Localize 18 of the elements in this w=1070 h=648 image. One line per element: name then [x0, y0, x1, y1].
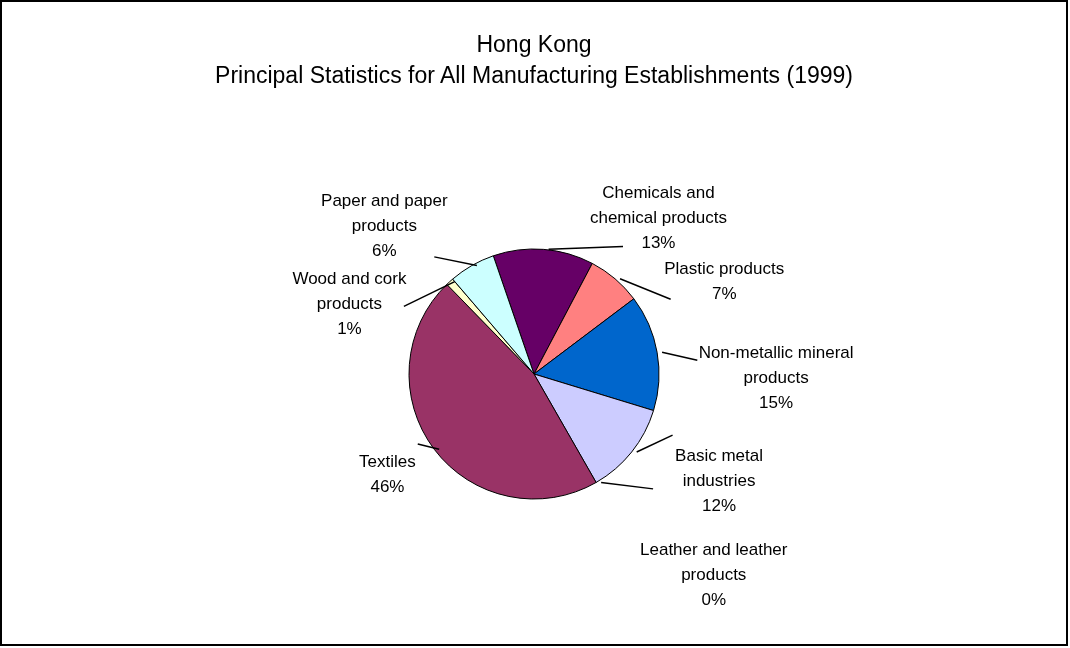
data-label: 12% — [702, 496, 737, 516]
slice-label: Chemicals and chemical products — [589, 182, 727, 227]
data-label: 1% — [337, 319, 362, 339]
data-label: 6% — [372, 241, 397, 261]
data-label: 46% — [370, 476, 405, 496]
slice-label: Wood and cork products — [292, 269, 407, 314]
text: 0% — [701, 589, 727, 609]
slice-label: Basic metal industries — [675, 446, 763, 491]
data-label: 15% — [759, 393, 794, 413]
slice-label: Non-metallic mineral products — [698, 343, 854, 388]
slice-label: Paper and paper products — [321, 191, 449, 236]
chart-subtitle: Principal Statistics for All Manufacturing Establishments (1999) — [215, 62, 853, 88]
data-label: 13% — [641, 232, 676, 252]
slice-label: Plastic products — [664, 258, 785, 278]
data-label: 7% — [711, 283, 737, 303]
chart-title: Hong Kong — [476, 31, 592, 57]
slice-label: Textiles — [359, 451, 416, 471]
category-label: Leather and leather products — [640, 539, 788, 584]
